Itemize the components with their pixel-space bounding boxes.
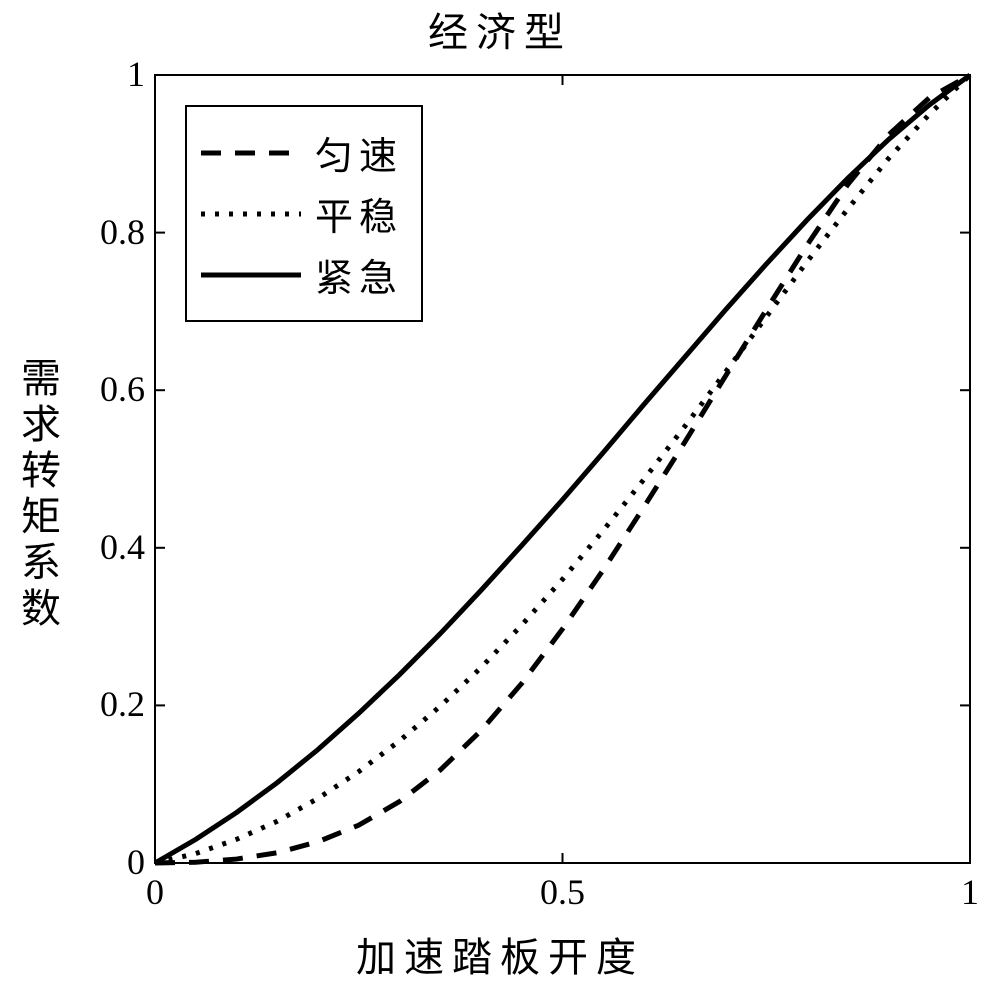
legend-sample — [201, 138, 301, 168]
x-tick-label: 0.5 — [523, 871, 603, 913]
legend-row: 匀速 — [201, 125, 403, 180]
plot-area — [0, 0, 1000, 989]
y-tick-label: 0.6 — [100, 368, 145, 410]
y-tick-label: 0 — [127, 841, 145, 883]
y-tick-label: 0.4 — [100, 526, 145, 568]
y-tick-label: 0.8 — [100, 211, 145, 253]
legend-label: 紧急 — [315, 247, 403, 302]
legend-sample — [201, 260, 301, 290]
chart-container: 经济型 需求转矩系数 加速踏板开度 00.5100.20.40.60.81 匀速… — [0, 0, 1000, 989]
legend-row: 紧急 — [201, 247, 403, 302]
legend-label: 平稳 — [315, 186, 403, 241]
x-tick-label: 1 — [930, 871, 1000, 913]
legend-row: 平稳 — [201, 186, 403, 241]
legend: 匀速平稳紧急 — [185, 105, 423, 322]
y-tick-label: 1 — [127, 53, 145, 95]
legend-label: 匀速 — [315, 125, 403, 180]
legend-sample — [201, 199, 301, 229]
y-tick-label: 0.2 — [100, 683, 145, 725]
